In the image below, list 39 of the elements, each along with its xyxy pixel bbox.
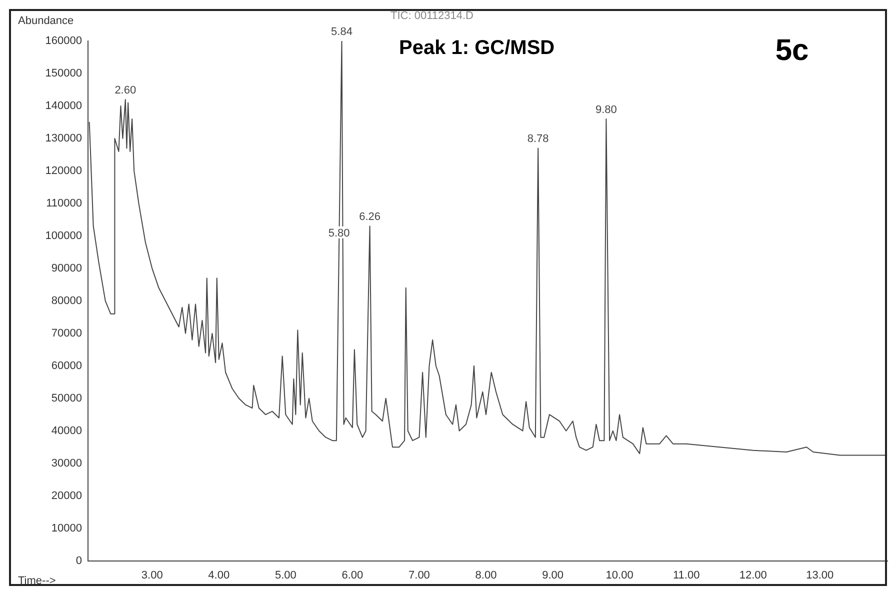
x-tick-label: 3.00 — [141, 569, 163, 582]
x-tick-label: 4.00 — [208, 569, 230, 582]
annotation: 5.80 — [328, 227, 350, 240]
annotation: 5c — [775, 34, 809, 67]
x-tick-label: 5.00 — [274, 569, 296, 582]
annotation: 5.84 — [331, 26, 352, 38]
chart-title: Peak 1: GC/MSD — [399, 37, 555, 59]
chart-subtitle: TIC: 00112314.D — [390, 10, 474, 22]
y-tick-label: 60000 — [51, 360, 82, 372]
y-tick-label: 0 — [76, 554, 82, 567]
y-axis-title: Abundance — [18, 15, 74, 27]
y-tick-label: 30000 — [51, 457, 82, 470]
x-tick-label: 12.00 — [739, 569, 767, 582]
y-tick-label: 90000 — [51, 262, 82, 274]
y-tick-label: 40000 — [51, 424, 82, 437]
x-tick-label: 10.00 — [606, 569, 634, 582]
x-tick-label: 6.00 — [342, 569, 364, 582]
y-tick-label: 100000 — [45, 230, 82, 242]
y-tick-label: 130000 — [45, 132, 82, 144]
y-tick-label: 70000 — [51, 327, 82, 340]
annotation: 9.80 — [595, 104, 617, 116]
y-tick-label: 150000 — [45, 68, 82, 80]
y-tick-label: 110000 — [46, 197, 82, 210]
y-tick-label: 80000 — [51, 294, 82, 307]
y-tick-label: 120000 — [45, 164, 82, 177]
y-tick-label: 140000 — [45, 100, 82, 112]
x-tick-label: 13.00 — [806, 569, 834, 582]
y-tick-label: 20000 — [51, 490, 82, 502]
x-tick-label: 7.00 — [408, 569, 430, 582]
x-tick-label: 9.00 — [542, 569, 564, 582]
annotation: 8.78 — [527, 133, 549, 146]
annotation: 6.26 — [359, 211, 381, 224]
y-tick-label: 10000 — [51, 522, 82, 534]
annotation: 2.60 — [114, 84, 136, 96]
y-tick-label: 160000 — [45, 35, 82, 48]
y-tick-label: 50000 — [51, 392, 82, 404]
x-tick-label: 11.00 — [672, 569, 700, 582]
x-axis-title: Time--> — [18, 575, 56, 587]
x-tick-label: 8.00 — [475, 569, 497, 582]
